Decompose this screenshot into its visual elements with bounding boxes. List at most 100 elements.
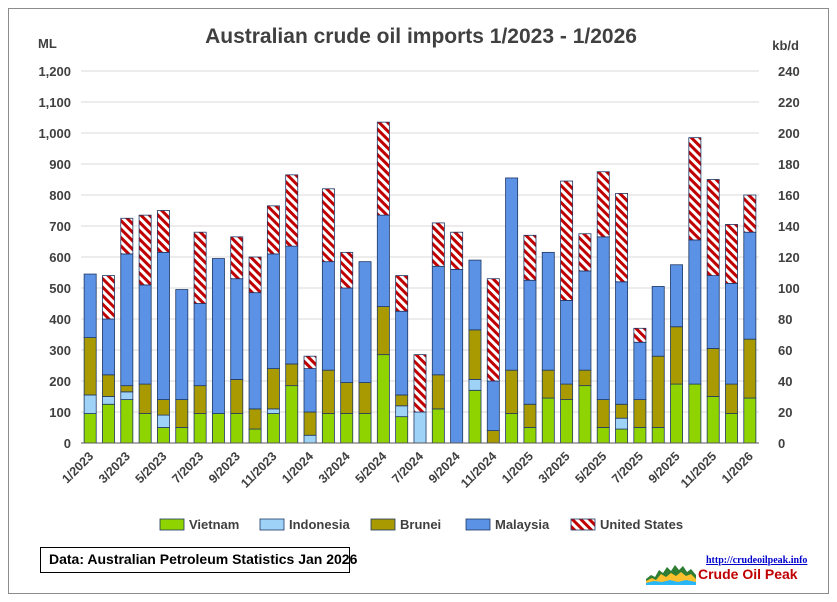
y-tick-left: 1,000 <box>38 126 71 141</box>
bar-stack <box>615 193 629 444</box>
x-tick-label: 7/2024 <box>389 449 426 486</box>
bar-segment-united-states <box>633 327 647 343</box>
bar-segment-united-states <box>285 174 299 247</box>
bar-segment-united-states <box>102 275 115 320</box>
bar-segment-indonesia <box>468 379 482 391</box>
x-tick-label: 1/2023 <box>59 449 96 486</box>
y-tick-right: 100 <box>778 281 800 296</box>
legend-item-united-states: United States <box>570 517 683 532</box>
y-tick-left: 1,200 <box>38 64 71 79</box>
y-tick-left: 400 <box>49 312 71 327</box>
bar-segment-vietnam <box>230 413 244 444</box>
bar-segment-vietnam <box>578 385 592 444</box>
bar-segment-united-states <box>725 224 738 284</box>
bar-segment-brunei <box>670 326 683 385</box>
bar-segment-indonesia <box>615 417 629 430</box>
bar-stack <box>486 278 500 444</box>
bar-segment-brunei <box>505 369 519 414</box>
bar-stack <box>266 205 280 444</box>
y-axis-left-label: ML <box>38 36 57 51</box>
bar-stack <box>560 180 574 444</box>
bar-segment-vietnam <box>505 413 519 444</box>
bar-segment-malaysia <box>266 253 280 369</box>
x-tick-label: 5/2023 <box>133 449 170 486</box>
legend-swatch <box>465 518 491 531</box>
y-tick-left: 300 <box>49 343 71 358</box>
bar-segment-brunei <box>266 368 280 410</box>
bar-stack <box>102 275 115 444</box>
bar-segment-brunei <box>633 399 647 428</box>
y-tick-left: 1,100 <box>38 95 71 110</box>
bar-segment-malaysia <box>230 278 244 380</box>
y-axis-right-label: kb/d <box>772 38 799 53</box>
bar-segment-malaysia <box>358 261 372 383</box>
bar-segment-brunei <box>395 394 409 407</box>
bar-segment-brunei <box>560 383 574 401</box>
logo-url-link[interactable]: http://crudeoilpeak.info <box>706 555 808 566</box>
bar-segment-vietnam <box>560 399 574 444</box>
y-tick-right: 80 <box>778 312 792 327</box>
bar-stack <box>175 289 189 444</box>
bar-segment-malaysia <box>431 265 445 376</box>
bar-segment-vietnam <box>615 428 629 444</box>
x-tick-label: 1/2026 <box>719 449 756 486</box>
bar-segment-malaysia <box>560 299 574 385</box>
bar-stack <box>523 234 537 444</box>
legend-item-malaysia: Malaysia <box>465 517 550 532</box>
bar-segment-malaysia <box>468 259 482 331</box>
legend-item-indonesia: Indonesia <box>259 517 350 532</box>
logo-graph-icon <box>646 561 696 585</box>
bar-segment-united-states <box>706 179 720 276</box>
bar-segment-indonesia <box>83 394 97 414</box>
bar-segment-united-states <box>450 231 464 270</box>
bar-stack <box>505 177 519 444</box>
bar-segment-united-states <box>303 355 317 370</box>
y-tick-left: 500 <box>49 281 71 296</box>
bar-segment-malaysia <box>102 318 115 376</box>
bar-segment-malaysia <box>120 253 134 387</box>
x-tick-label: 11/2025 <box>678 449 719 490</box>
crude-oil-peak-logo[interactable]: http://crudeoilpeak.info Crude Oil Peak <box>646 555 822 587</box>
bar-segment-united-states <box>230 236 244 280</box>
bar-segment-vietnam <box>523 427 537 444</box>
x-tick-label: 3/2023 <box>96 449 133 486</box>
bar-segment-brunei <box>138 383 152 414</box>
bar-stack <box>138 214 152 444</box>
bar-segment-malaysia <box>138 284 152 385</box>
y-tick-left: 700 <box>49 219 71 234</box>
bar-segment-malaysia <box>248 292 262 410</box>
bar-stack <box>193 231 207 444</box>
bar-segment-indonesia <box>102 396 115 405</box>
legend-item-vietnam: Vietnam <box>159 517 239 532</box>
y-tick-right: 120 <box>778 250 800 265</box>
bar-segment-united-states <box>138 214 152 286</box>
bar-segment-malaysia <box>486 380 500 431</box>
bar-stack <box>688 137 702 444</box>
bar-segment-malaysia <box>670 264 683 328</box>
bar-stack <box>358 261 372 444</box>
bar-segment-united-states <box>578 233 592 272</box>
y-tick-left: 900 <box>49 157 71 172</box>
bar-segment-brunei <box>321 369 335 414</box>
legend-label: Brunei <box>400 517 441 532</box>
bar-stack <box>157 210 170 444</box>
bar-segment-united-states <box>376 121 390 216</box>
bar-stack <box>468 259 482 444</box>
bar-segment-united-states <box>395 275 409 312</box>
bar-segment-malaysia <box>615 281 629 405</box>
bar-segment-indonesia <box>395 405 409 418</box>
y-axis-left-ticks: 0 100 200 300 400 500 600 700 800 900 1,000 1,100 1,… <box>38 64 71 451</box>
bar-segment-vietnam <box>157 427 170 444</box>
y-tick-left: 800 <box>49 188 71 203</box>
bar-segment-brunei <box>725 383 738 414</box>
bar-segment-united-states <box>688 137 702 241</box>
y-tick-right: 200 <box>778 126 800 141</box>
bar-stack <box>248 256 262 444</box>
bar-segment-indonesia <box>303 434 317 444</box>
bar-segment-brunei <box>358 382 372 414</box>
bar-segment-brunei <box>248 408 262 430</box>
bar-segment-united-states <box>157 210 170 253</box>
bar-segment-malaysia <box>725 282 738 385</box>
bar-segment-vietnam <box>175 427 189 444</box>
